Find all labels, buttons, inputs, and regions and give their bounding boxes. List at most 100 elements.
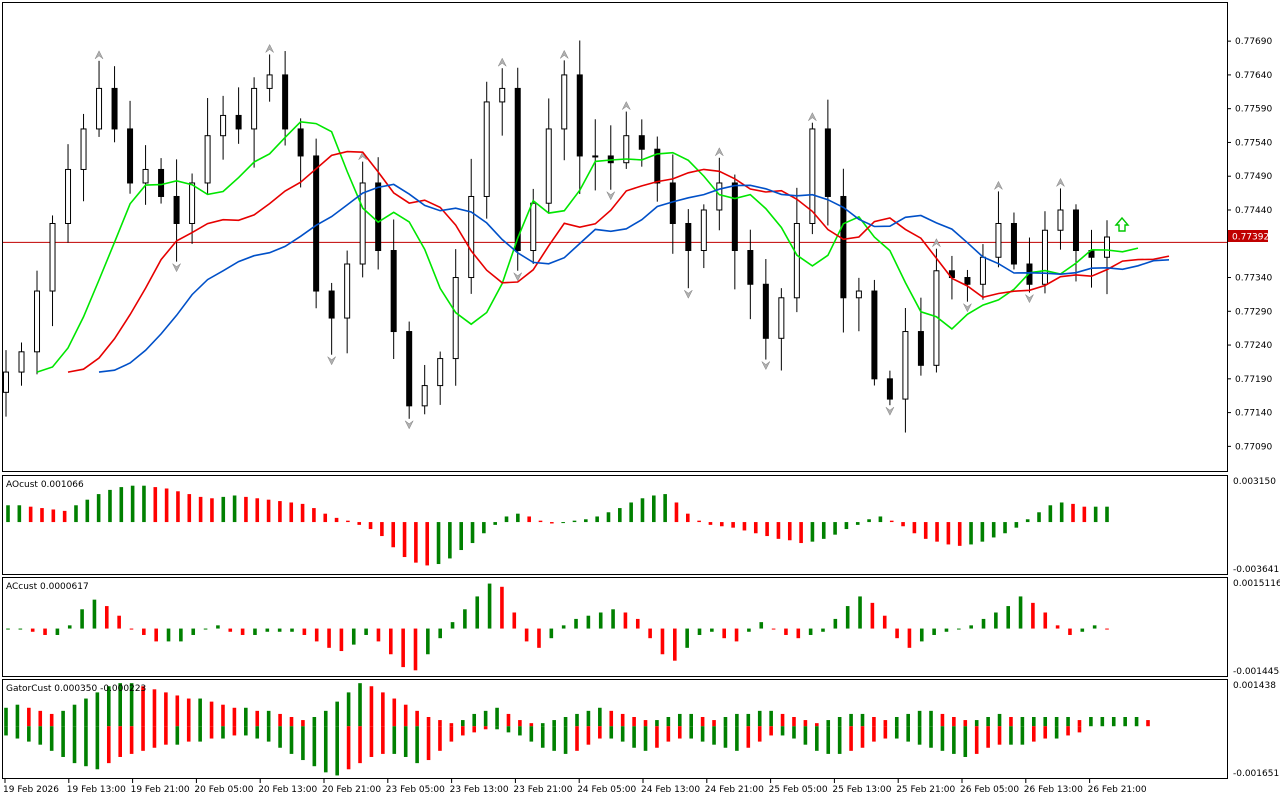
ac-bar [598,612,603,629]
candle-body [468,195,475,279]
gator-lower-bar [38,726,43,745]
fractal-down-marker [606,191,615,201]
candle-body [824,128,831,197]
ao-bar [323,513,328,523]
gator-upper-bar [232,707,237,727]
gator-upper-bar [746,713,751,727]
candle-body [747,250,754,285]
ao-bar [436,522,441,565]
ac-bar [142,628,146,635]
ac-bar [710,628,714,632]
candle-body [809,128,816,224]
ac-bar [339,628,344,652]
gator-lower-bar [700,726,705,742]
ao-bar [969,522,973,545]
ao-bar [821,522,826,539]
ao-bar [346,520,350,523]
gator-upper-bar [461,720,465,727]
ao-bar [923,522,928,539]
time-axis: 19 Feb 2026 19 Feb 13:00 19 Feb 21:00 20 Fe… [3,779,1147,795]
gator-upper-bar [735,713,739,727]
ac-bar [6,628,10,630]
gator-upper-bar [129,683,134,727]
time-label: 24 Feb 21:00 [705,785,764,795]
ao-bar [391,522,396,548]
gator-lower-bar [860,726,865,748]
gator-lower-bar [461,726,465,736]
gator-lower-bar [609,726,614,739]
gator-upper-bar [997,713,1002,727]
gator-upper-bar [141,686,145,727]
gator-lower-bar [894,726,899,739]
ao-bar [708,522,713,525]
gator-upper-bar [289,716,294,727]
fractal-down-marker [404,420,414,430]
candle-body [514,87,521,252]
fractal-up-marker [808,112,817,121]
ac-bottom-label: -0.0014458 [1233,667,1280,677]
gator-upper-bar [403,704,408,727]
gator-lower-bar [563,726,568,754]
ao-bar [414,522,418,563]
gator-lower-bar [1020,726,1025,745]
ao-bar [289,502,294,523]
ao-bar [595,516,599,523]
ao-bar [153,487,158,523]
gator-lower-bar [381,726,385,754]
candle-body [995,222,1002,258]
candle-body [34,290,41,353]
ao-bar [1093,506,1098,523]
gator-lower-bar [438,726,442,751]
gator-lower-bar [712,726,716,745]
gator-top-label: 0.001438 [1233,681,1276,691]
gator-lower-bar [175,726,180,745]
ac-bar [870,602,875,629]
time-label: 20 Feb 21:00 [322,785,381,795]
price-tick-label: 0.77340 [1235,274,1272,284]
ao-bar [176,491,180,523]
gator-lower-bar [963,726,968,757]
ao-bar [867,519,871,523]
gator-lower-bar [643,726,648,751]
gator-lower-bar [677,726,682,739]
fractal-up-marker [358,151,367,160]
gator-lower-bar [129,726,134,754]
ac-bar [1043,612,1048,629]
ac-bar [858,596,862,629]
ac-bar [981,618,986,629]
ao-bar [935,522,939,542]
gator-upper-bar [15,704,20,727]
gator-lower-bar [929,726,933,748]
ao-bar [255,498,260,523]
gator-lower-bar [906,726,910,742]
ao-bar [584,519,588,523]
ac-bar [549,628,554,639]
gator-upper-bar [426,716,431,727]
ac-bar [104,606,109,629]
gator-upper-bar [803,720,808,727]
time-label: 19 Feb 21:00 [131,785,190,795]
gator-upper-bar [255,710,260,727]
ac-bar [1080,628,1085,632]
gator-upper-bar [837,716,842,727]
gator-lower-bar [655,726,659,748]
ao-bar [244,496,248,523]
gator-lower-bar [1032,726,1036,742]
ao-bar [448,522,452,559]
gator-lower-bar [666,726,671,742]
candle-body [297,128,304,157]
gator-lower-bar [483,726,488,730]
gator-upper-bar [906,713,910,727]
ao-bar [85,499,90,523]
gator-upper-bar [598,707,602,727]
ao-title: AOcust 0.001066 [6,480,84,490]
gator-lower-bar [826,726,831,754]
gator-upper-bar [655,720,659,727]
gator-lower-bar [61,726,65,757]
candle-body [1010,222,1017,265]
ac-bar [944,628,949,632]
gator-lower-bar [4,726,8,736]
ao-bar [799,522,803,544]
ao-bar [164,488,169,523]
ac-bar [450,622,455,629]
